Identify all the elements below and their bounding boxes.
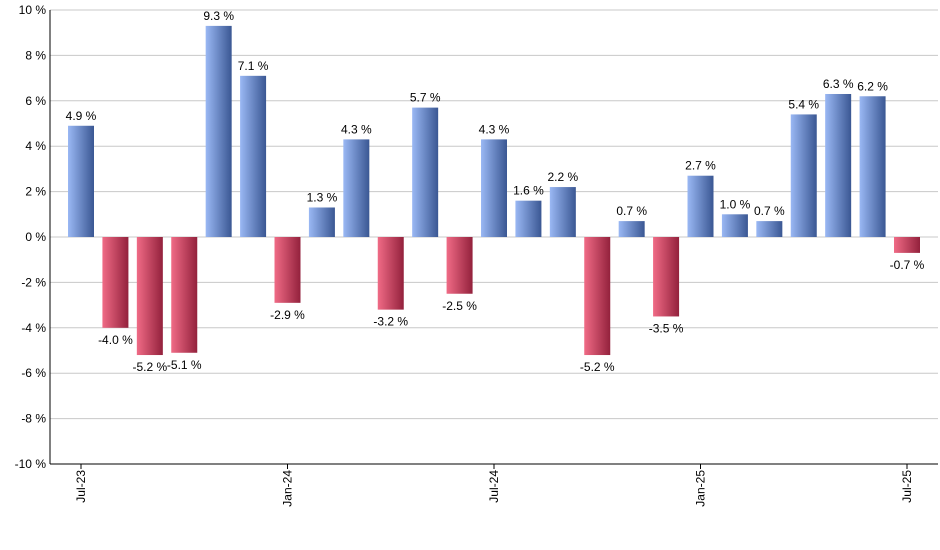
bar	[274, 237, 301, 303]
data-label: 4.3 %	[341, 122, 372, 136]
y-tick-label: -10 %	[15, 457, 47, 471]
y-tick-label: 10 %	[19, 3, 47, 17]
data-label: 2.2 %	[547, 170, 578, 184]
data-label: 5.4 %	[788, 97, 819, 111]
bar	[894, 237, 920, 253]
data-label: 1.0 %	[720, 197, 751, 211]
bar	[412, 107, 439, 237]
data-label: 1.6 %	[513, 184, 544, 198]
data-label: 1.3 %	[307, 190, 338, 204]
data-label: 6.3 %	[823, 77, 854, 91]
data-labels: 4.9 %-4.0 %-5.2 % -5.1 %9.3 %7.1 %-2.9 %1…	[66, 9, 925, 374]
y-axis-tick-labels: 10 % 8 % 6 % 4 % 2 % 0 % -2 % -4 % -6 % -8 % -10 %	[15, 3, 47, 471]
bar	[68, 125, 94, 237]
data-label: 4.9 %	[66, 109, 97, 123]
data-label: 0.7 %	[616, 204, 647, 218]
data-label: -3.5 %	[649, 321, 684, 335]
y-tick-label: 0 %	[25, 230, 46, 244]
bar	[721, 214, 748, 237]
bar	[136, 237, 163, 356]
bar	[653, 237, 680, 317]
data-label: 7.1 %	[238, 59, 269, 73]
bar	[515, 200, 542, 237]
data-label: -5.2 %	[580, 360, 615, 374]
data-label: -2.9 %	[270, 308, 305, 322]
y-tick-label: 2 %	[25, 185, 46, 199]
y-tick-label: 4 %	[25, 139, 46, 153]
bar	[308, 207, 335, 237]
bars	[68, 25, 920, 356]
bar	[446, 237, 473, 294]
y-tick-label: -8 %	[21, 412, 46, 426]
data-label: 6.2 %	[857, 79, 888, 93]
x-tick-label: Jul-23	[74, 470, 88, 503]
bar	[102, 237, 129, 328]
data-label: -2.5 %	[442, 299, 477, 313]
bar	[756, 221, 783, 237]
bar	[343, 139, 370, 237]
bar	[171, 237, 198, 353]
bar	[825, 93, 852, 238]
bar	[377, 237, 404, 310]
data-label: -5.2 %	[132, 360, 167, 374]
y-tick-label: -6 %	[21, 366, 46, 380]
data-label: -3.2 %	[373, 315, 408, 329]
y-tick-label: -4 %	[21, 321, 46, 335]
bar	[584, 237, 611, 356]
bar	[618, 221, 645, 237]
bar	[205, 25, 232, 237]
x-tick-label: Jan-24	[281, 470, 295, 507]
data-label: 2.7 %	[685, 159, 716, 173]
bar	[240, 75, 267, 237]
data-label: -5.1 %	[167, 358, 202, 372]
data-label: 0.7 %	[754, 204, 785, 218]
bar	[549, 187, 576, 237]
bar	[859, 96, 886, 237]
bar	[790, 114, 817, 237]
data-label: 9.3 %	[203, 9, 234, 23]
bar	[481, 139, 507, 237]
bar	[687, 175, 714, 237]
data-label: 5.7 %	[410, 91, 441, 105]
y-tick-label: 6 %	[25, 94, 46, 108]
x-tick-label: Jul-25	[900, 470, 914, 503]
data-label: -0.7 %	[890, 258, 925, 272]
x-axis-tick-labels: Jul-23 Jan-24 Jul-24 Jan-25 Jul-25	[74, 464, 914, 507]
data-label: 4.3 %	[479, 122, 510, 136]
data-label: -4.0 %	[98, 333, 133, 347]
y-tick-label: 8 %	[25, 48, 46, 62]
x-tick-label: Jan-25	[694, 470, 708, 507]
x-tick-label: Jul-24	[487, 470, 501, 503]
y-tick-label: -2 %	[21, 275, 46, 289]
